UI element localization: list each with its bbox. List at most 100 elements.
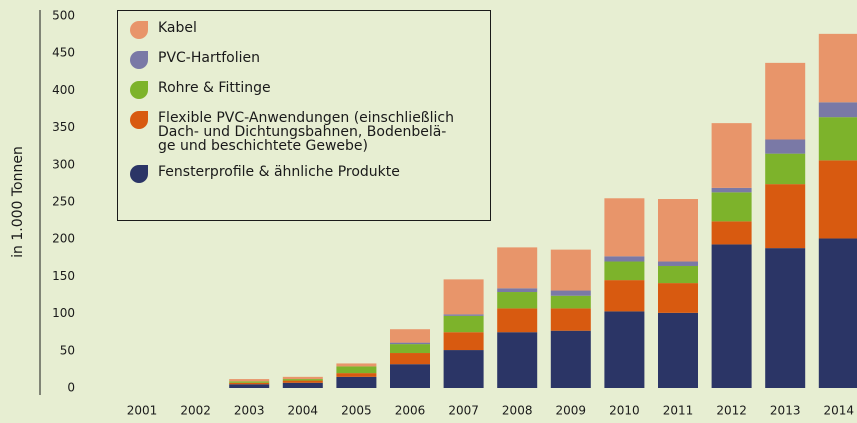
bar-segment <box>336 373 377 377</box>
x-tick-label: 2006 <box>395 404 426 418</box>
bar-segment <box>711 192 752 222</box>
bar-segment <box>711 221 752 245</box>
bar-segment <box>658 199 698 262</box>
bar-segment <box>765 153 806 185</box>
x-tick-label: 2003 <box>234 404 265 418</box>
x-tick-label: 2014 <box>824 404 855 418</box>
bar-segment <box>711 244 752 388</box>
bar-segment <box>443 350 484 388</box>
legend-item: Flexible PVC-Anwendungen (einschließlich… <box>130 111 478 153</box>
bar-segment <box>336 363 377 367</box>
legend: Kabel PVC-Hartfolien Rohre & Fittinge Flexi… <box>117 10 491 221</box>
bar-segment <box>390 342 430 345</box>
bar-segment <box>336 376 377 388</box>
bar-segment <box>765 184 806 249</box>
legend-item: Fensterprofile & ähnliche Produkte <box>130 165 478 183</box>
bar-segment <box>497 292 538 309</box>
bar-segment <box>550 290 591 296</box>
legend-label: Fensterprofile & ähnliche Produkte <box>158 164 400 180</box>
bar-segment <box>443 332 484 351</box>
bar-segment <box>604 280 645 312</box>
bar-segment <box>550 295 591 309</box>
y-tick-label: 100 <box>52 306 75 320</box>
y-tick-label: 150 <box>52 269 75 283</box>
bar-segment <box>390 364 430 388</box>
bar-segment <box>818 117 857 161</box>
y-tick-label: 400 <box>52 83 75 97</box>
bar-segment <box>282 380 323 383</box>
bar-segment <box>765 248 806 388</box>
y-tick-label: 250 <box>52 195 75 209</box>
x-tick-label: 2002 <box>180 404 211 418</box>
bar-segment <box>229 381 270 383</box>
bar-segment <box>229 382 270 385</box>
bar-segment <box>604 261 645 281</box>
x-tick-label: 2013 <box>770 404 801 418</box>
bar-segment <box>604 198 645 257</box>
bar-segment <box>604 256 645 262</box>
y-tick-label: 450 <box>52 46 75 60</box>
legend-item: PVC-Hartfolien <box>130 51 478 69</box>
x-tick-label: 2010 <box>609 404 640 418</box>
x-tick-label: 2011 <box>663 404 694 418</box>
bar-segment <box>658 261 698 266</box>
bar-segment <box>497 247 538 289</box>
x-tick-label: 2005 <box>341 404 372 418</box>
bar-segment <box>711 123 752 188</box>
legend-label: Kabel <box>158 20 197 36</box>
bar-segment <box>282 376 323 380</box>
x-tick-label: 2007 <box>448 404 479 418</box>
bar-segment <box>765 139 806 154</box>
bar-segment <box>390 329 430 343</box>
legend-label: PVC-Hartfolien <box>158 50 260 66</box>
y-tick-label: 50 <box>60 343 75 357</box>
bar-segment <box>658 265 698 284</box>
y-tick-label: 350 <box>52 120 75 134</box>
y-axis-label: in 1.000 Tonnen <box>10 146 26 258</box>
bar-segment <box>658 312 698 388</box>
legend-swatch <box>130 165 148 183</box>
bar-segment <box>497 308 538 333</box>
bar-segment <box>818 238 857 388</box>
bar-segment <box>390 344 430 354</box>
bar-segment <box>282 382 323 388</box>
legend-item: Kabel <box>130 21 478 39</box>
bar-segment <box>229 379 270 382</box>
bar-segment <box>336 366 377 374</box>
legend-label: Flexible PVC-Anwendungen (einschließlich… <box>158 110 454 154</box>
legend-label: Rohre & Fittinge <box>158 80 271 96</box>
bar-segment <box>550 249 591 291</box>
bar-segment <box>390 353 430 365</box>
bar-segment <box>818 160 857 239</box>
bar-segment <box>658 283 698 313</box>
x-tick-label: 2001 <box>127 404 158 418</box>
y-tick-label: 0 <box>67 381 75 395</box>
legend-swatch <box>130 21 148 39</box>
bar-segment <box>282 379 323 381</box>
legend-swatch <box>130 111 148 129</box>
bar-segment <box>443 279 484 315</box>
bar-segment <box>550 308 591 331</box>
x-tick-label: 2008 <box>502 404 533 418</box>
legend-swatch <box>130 51 148 69</box>
legend-swatch <box>130 81 148 99</box>
bar-segment <box>443 314 484 316</box>
bar-segment <box>765 62 806 140</box>
x-tick-label: 2009 <box>556 404 587 418</box>
bar-segment <box>229 384 270 388</box>
bar-segment <box>711 187 752 193</box>
y-tick-label: 200 <box>52 232 75 246</box>
bar-segment <box>497 288 538 293</box>
legend-item: Rohre & Fittinge <box>130 81 478 99</box>
x-tick-label: 2012 <box>716 404 747 418</box>
bar-segment <box>497 332 538 388</box>
x-tick-label: 2004 <box>288 404 319 418</box>
bar-segment <box>818 33 857 103</box>
bar-segment <box>604 311 645 388</box>
y-tick-label: 500 <box>52 9 75 23</box>
bar-segment <box>443 315 484 333</box>
bar-segment <box>550 330 591 388</box>
y-tick-label: 300 <box>52 157 75 171</box>
